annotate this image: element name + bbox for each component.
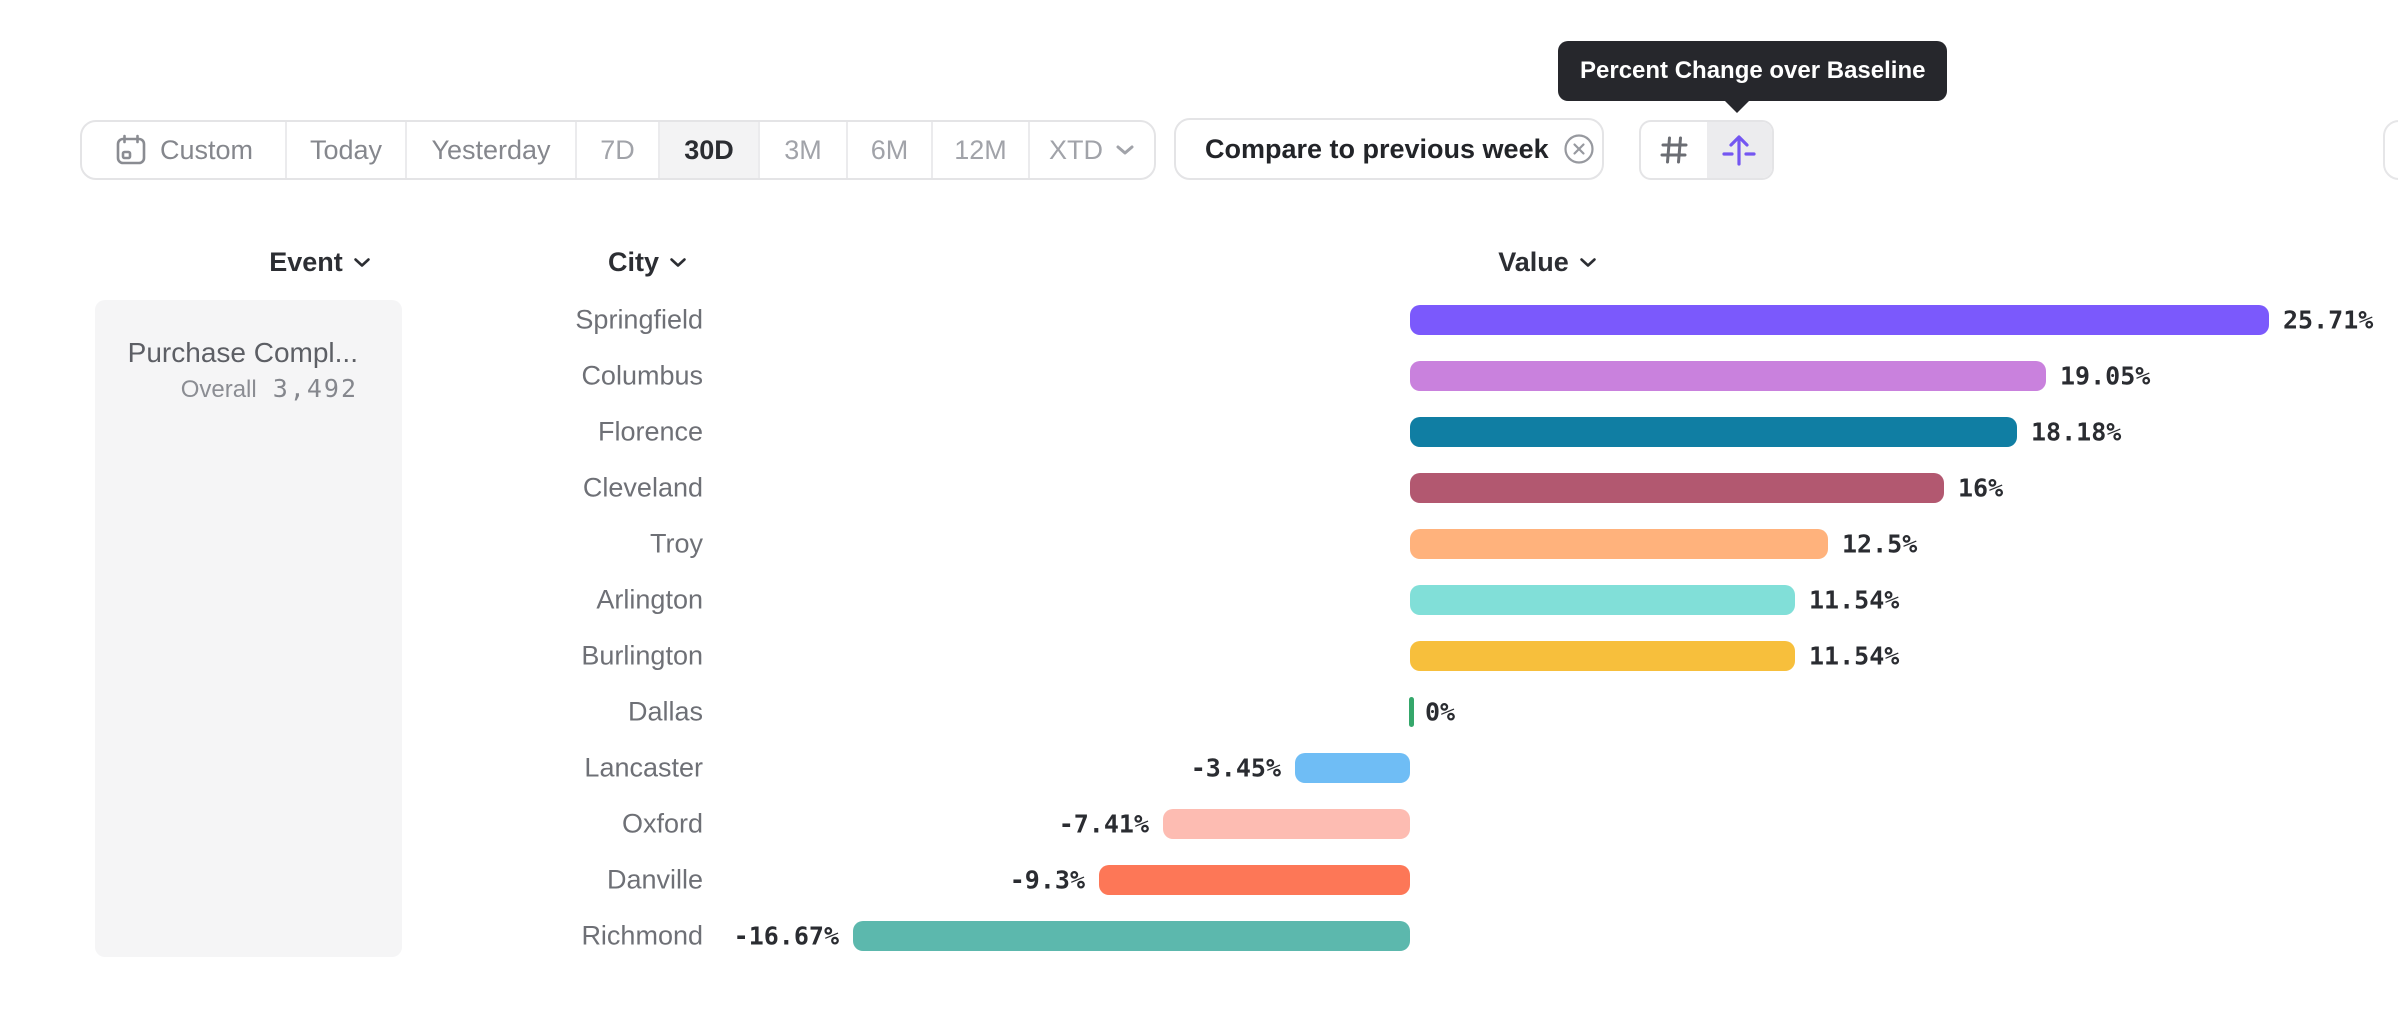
event-title: Purchase Compl...: [127, 337, 358, 368]
tooltip-percent-change: Percent Change over Baseline: [1558, 41, 1948, 101]
chevron-down-icon: [1115, 144, 1135, 156]
arrow-up-from-baseline-icon: [1720, 131, 1758, 169]
event-overall-row: Overall 3,492: [95, 374, 358, 404]
column-header-label: Value: [1498, 246, 1569, 277]
column-header-event[interactable]: Event: [200, 244, 440, 280]
date-option-12m[interactable]: 12M: [931, 122, 1028, 178]
column-header-label: City: [607, 246, 659, 277]
compare-chip[interactable]: Compare to previous week: [1174, 118, 1604, 180]
chevron-down-icon: [669, 257, 687, 268]
chevron-down-icon: [1579, 257, 1597, 268]
bar-value-label: -7.41%: [1058, 809, 1149, 839]
city-label[interactable]: Lancaster: [584, 752, 703, 783]
column-header-value[interactable]: Value: [1440, 244, 1655, 280]
date-option-label: Today: [309, 134, 383, 165]
city-label[interactable]: Danville: [606, 864, 703, 895]
chart-row: Columbus 19.05%: [0, 348, 2398, 404]
city-label[interactable]: Burlington: [581, 640, 703, 671]
event-panel: Purchase Compl... Overall 3,492: [95, 300, 402, 957]
bar-segment[interactable]: [1410, 585, 1795, 615]
bar-segment[interactable]: [1295, 753, 1410, 783]
date-option-custom[interactable]: Custom: [82, 122, 285, 178]
bar-segment[interactable]: [1099, 865, 1410, 895]
compare-chip-label: Compare to previous week: [1205, 133, 1549, 164]
bar-value-label: 11.54%: [1809, 585, 1900, 615]
city-label[interactable]: Dallas: [627, 696, 703, 727]
date-option-label: Yesterday: [431, 134, 551, 165]
tooltip-caret: [1723, 99, 1751, 113]
city-label[interactable]: Arlington: [596, 584, 703, 615]
bar-value-label: 11.54%: [1809, 641, 1900, 671]
date-option-label: XTD: [1049, 134, 1103, 165]
bar-value-label: 0%: [1425, 697, 1456, 727]
city-label[interactable]: Oxford: [621, 808, 703, 839]
city-label[interactable]: Richmond: [581, 920, 703, 951]
bar-segment[interactable]: [1410, 361, 2046, 391]
chart-row: Danville -9.3%: [0, 852, 2398, 908]
date-option-3m[interactable]: 3M: [758, 122, 846, 178]
date-option-label: 30D: [684, 134, 734, 165]
bar-segment[interactable]: [1410, 529, 1828, 559]
bar-value-label: -16.67%: [733, 921, 839, 951]
bar-value-label: 19.05%: [2060, 361, 2151, 391]
date-option-label: 6M: [870, 134, 909, 165]
chart-row: Lancaster -3.45%: [0, 740, 2398, 796]
bar-value-label: 16%: [1958, 473, 2004, 503]
chart-row: Troy 12.5%: [0, 516, 2398, 572]
city-label[interactable]: Cleveland: [582, 472, 703, 503]
city-label[interactable]: Springfield: [575, 304, 703, 335]
date-option-xtd[interactable]: XTD: [1028, 122, 1154, 178]
hash-icon: [1656, 132, 1692, 168]
bar-segment[interactable]: [1410, 473, 1944, 503]
chart-row: Springfield 25.71%: [0, 292, 2398, 348]
calendar-icon: [114, 133, 148, 167]
bar-value-label: -9.3%: [1009, 865, 1085, 895]
chart-row: Cleveland 16%: [0, 460, 2398, 516]
date-option-label: 3M: [784, 134, 822, 165]
toggle-absolute-values[interactable]: [1641, 122, 1707, 178]
bar-value-label: -3.45%: [1190, 753, 1281, 783]
date-option-label: 7D: [600, 134, 635, 165]
bar-segment[interactable]: [853, 921, 1410, 951]
bar-segment[interactable]: [1409, 697, 1414, 727]
chevron-down-icon: [353, 257, 371, 268]
chart-row: Florence 18.18%: [0, 404, 2398, 460]
circle-x-icon[interactable]: [1563, 133, 1595, 165]
overall-label: Overall: [180, 376, 257, 403]
date-option-label: 12M: [954, 134, 1007, 165]
value-display-toggle: [1639, 120, 1774, 180]
bar-segment[interactable]: [1410, 641, 1795, 671]
bar-value-label: 12.5%: [1842, 529, 1918, 559]
chart-row: Dallas 0%: [0, 684, 2398, 740]
event-list-item[interactable]: Purchase Compl... Overall 3,492: [95, 336, 358, 404]
chart-row: Burlington 11.54%: [0, 628, 2398, 684]
date-option-yesterday[interactable]: Yesterday: [405, 122, 575, 178]
bar-segment[interactable]: [1410, 417, 2017, 447]
chart-row: Arlington 11.54%: [0, 572, 2398, 628]
city-label[interactable]: Florence: [597, 416, 703, 447]
date-option-30d[interactable]: 30D: [658, 122, 758, 178]
overall-value: 3,492: [272, 374, 358, 403]
column-header-label: Event: [269, 246, 343, 277]
bar-segment[interactable]: [1410, 305, 2269, 335]
date-range-toolbar: Custom Today Yesterday 7D 30D 3M 6M 12M …: [80, 120, 1156, 180]
bar-chart: Springfield 25.71% Columbus 19.05% Florence 1…: [0, 292, 2398, 964]
bar-value-label: 25.71%: [2283, 305, 2374, 335]
date-option-label: Custom: [159, 134, 254, 165]
bar-segment[interactable]: [1163, 809, 1410, 839]
city-label[interactable]: Troy: [650, 528, 703, 559]
chart-row: Richmond -16.67%: [0, 908, 2398, 964]
date-option-7d[interactable]: 7D: [575, 122, 658, 178]
column-header-city[interactable]: City: [540, 244, 755, 280]
date-option-today[interactable]: Today: [285, 122, 405, 178]
chart-row: Oxford -7.41%: [0, 796, 2398, 852]
date-option-6m[interactable]: 6M: [846, 122, 931, 178]
city-label[interactable]: Columbus: [581, 360, 703, 391]
bar-value-label: 18.18%: [2031, 417, 2122, 447]
edge-partial-button[interactable]: [2383, 120, 2398, 180]
toggle-percent-change[interactable]: [1706, 122, 1772, 178]
